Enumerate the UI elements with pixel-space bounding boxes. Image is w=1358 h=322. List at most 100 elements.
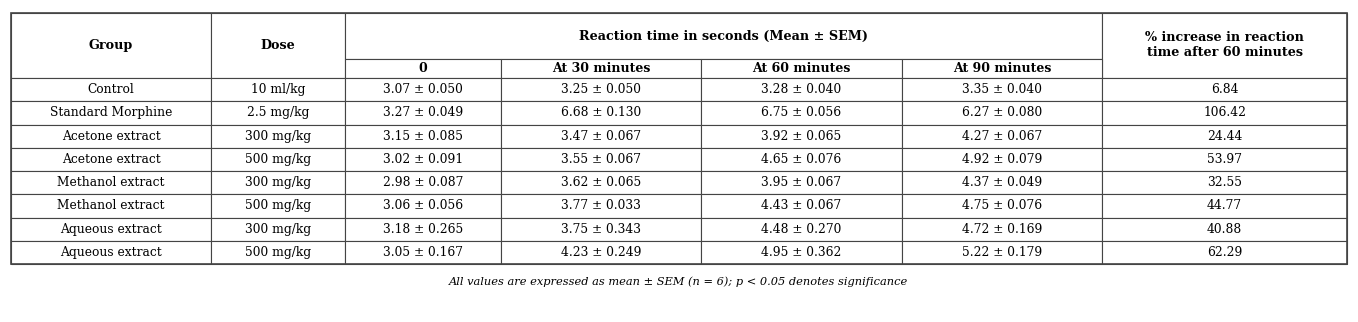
Text: 32.55: 32.55 bbox=[1207, 176, 1243, 189]
Bar bbox=[1103, 125, 1347, 148]
Bar bbox=[501, 125, 701, 148]
Text: Acetone extract: Acetone extract bbox=[61, 153, 160, 166]
Bar bbox=[345, 148, 501, 171]
Bar bbox=[345, 78, 501, 101]
Text: Methanol extract: Methanol extract bbox=[57, 199, 164, 213]
Text: 106.42: 106.42 bbox=[1203, 106, 1247, 119]
Bar bbox=[212, 101, 345, 125]
Text: 3.07 ± 0.050: 3.07 ± 0.050 bbox=[383, 83, 463, 96]
Text: 6.75 ± 0.056: 6.75 ± 0.056 bbox=[762, 106, 842, 119]
Bar bbox=[212, 148, 345, 171]
Text: 300 mg/kg: 300 mg/kg bbox=[244, 176, 311, 189]
Bar bbox=[902, 125, 1103, 148]
Text: 4.27 ± 0.067: 4.27 ± 0.067 bbox=[961, 130, 1042, 143]
Bar bbox=[212, 125, 345, 148]
Text: 3.77 ± 0.033: 3.77 ± 0.033 bbox=[561, 199, 641, 213]
Bar bbox=[11, 241, 212, 264]
Bar bbox=[11, 101, 212, 125]
Text: 44.77: 44.77 bbox=[1207, 199, 1243, 213]
Text: Standard Morphine: Standard Morphine bbox=[50, 106, 172, 119]
Bar bbox=[902, 218, 1103, 241]
Bar bbox=[11, 194, 212, 218]
Bar bbox=[345, 101, 501, 125]
Bar bbox=[902, 241, 1103, 264]
Bar bbox=[902, 78, 1103, 101]
Bar bbox=[501, 148, 701, 171]
Text: 2.98 ± 0.087: 2.98 ± 0.087 bbox=[383, 176, 463, 189]
Text: Group: Group bbox=[90, 39, 133, 52]
Text: 62.29: 62.29 bbox=[1207, 246, 1243, 259]
Bar bbox=[212, 194, 345, 218]
Text: 3.25 ± 0.050: 3.25 ± 0.050 bbox=[561, 83, 641, 96]
Text: 3.05 ± 0.167: 3.05 ± 0.167 bbox=[383, 246, 463, 259]
Text: 4.92 ± 0.079: 4.92 ± 0.079 bbox=[961, 153, 1042, 166]
Bar bbox=[212, 13, 345, 78]
Bar bbox=[701, 125, 902, 148]
Bar bbox=[501, 59, 701, 78]
Bar bbox=[701, 101, 902, 125]
Text: Methanol extract: Methanol extract bbox=[57, 176, 164, 189]
Bar bbox=[902, 171, 1103, 194]
Text: 3.15 ± 0.085: 3.15 ± 0.085 bbox=[383, 130, 463, 143]
Text: 24.44: 24.44 bbox=[1207, 130, 1243, 143]
Text: 4.75 ± 0.076: 4.75 ± 0.076 bbox=[961, 199, 1042, 213]
Text: Aqueous extract: Aqueous extract bbox=[60, 223, 162, 236]
Bar bbox=[902, 101, 1103, 125]
Bar bbox=[11, 171, 212, 194]
Bar bbox=[1103, 171, 1347, 194]
Text: 6.68 ± 0.130: 6.68 ± 0.130 bbox=[561, 106, 641, 119]
Bar bbox=[1103, 194, 1347, 218]
Text: 6.84: 6.84 bbox=[1211, 83, 1238, 96]
Text: 0: 0 bbox=[418, 62, 428, 75]
Bar bbox=[501, 241, 701, 264]
Text: 300 mg/kg: 300 mg/kg bbox=[244, 223, 311, 236]
Bar bbox=[11, 13, 1347, 264]
Text: 3.95 ± 0.067: 3.95 ± 0.067 bbox=[762, 176, 842, 189]
Text: 6.27 ± 0.080: 6.27 ± 0.080 bbox=[961, 106, 1042, 119]
Text: Dose: Dose bbox=[261, 39, 296, 52]
Bar bbox=[11, 148, 212, 171]
Bar bbox=[501, 218, 701, 241]
Bar bbox=[1103, 101, 1347, 125]
Bar bbox=[701, 241, 902, 264]
Text: 40.88: 40.88 bbox=[1207, 223, 1243, 236]
Bar bbox=[345, 13, 1103, 59]
Text: All values are expressed as mean ± SEM (n = 6); p < 0.05 denotes significance: All values are expressed as mean ± SEM (… bbox=[449, 277, 909, 288]
Text: 10 ml/kg: 10 ml/kg bbox=[251, 83, 306, 96]
Text: 3.55 ± 0.067: 3.55 ± 0.067 bbox=[561, 153, 641, 166]
Bar bbox=[501, 171, 701, 194]
Bar bbox=[701, 78, 902, 101]
Text: 4.43 ± 0.067: 4.43 ± 0.067 bbox=[762, 199, 842, 213]
Text: 53.97: 53.97 bbox=[1207, 153, 1243, 166]
Text: At 30 minutes: At 30 minutes bbox=[551, 62, 650, 75]
Text: 5.22 ± 0.179: 5.22 ± 0.179 bbox=[961, 246, 1042, 259]
Bar bbox=[701, 194, 902, 218]
Bar bbox=[1103, 148, 1347, 171]
Bar bbox=[701, 59, 902, 78]
Text: 4.65 ± 0.076: 4.65 ± 0.076 bbox=[762, 153, 842, 166]
Text: 2.5 mg/kg: 2.5 mg/kg bbox=[247, 106, 310, 119]
Bar bbox=[345, 171, 501, 194]
Text: 500 mg/kg: 500 mg/kg bbox=[244, 199, 311, 213]
Bar bbox=[1103, 241, 1347, 264]
Bar bbox=[212, 78, 345, 101]
Bar bbox=[345, 194, 501, 218]
Text: At 60 minutes: At 60 minutes bbox=[752, 62, 850, 75]
Bar bbox=[345, 125, 501, 148]
Text: 3.27 ± 0.049: 3.27 ± 0.049 bbox=[383, 106, 463, 119]
Text: 3.92 ± 0.065: 3.92 ± 0.065 bbox=[762, 130, 842, 143]
Text: 4.95 ± 0.362: 4.95 ± 0.362 bbox=[762, 246, 842, 259]
Bar bbox=[212, 241, 345, 264]
Bar bbox=[1103, 78, 1347, 101]
Text: At 90 minutes: At 90 minutes bbox=[953, 62, 1051, 75]
Bar bbox=[501, 101, 701, 125]
Text: 3.28 ± 0.040: 3.28 ± 0.040 bbox=[762, 83, 842, 96]
Text: Aqueous extract: Aqueous extract bbox=[60, 246, 162, 259]
Bar bbox=[1103, 218, 1347, 241]
Text: 3.02 ± 0.091: 3.02 ± 0.091 bbox=[383, 153, 463, 166]
Text: 4.48 ± 0.270: 4.48 ± 0.270 bbox=[762, 223, 842, 236]
Text: 300 mg/kg: 300 mg/kg bbox=[244, 130, 311, 143]
Text: Reaction time in seconds (Mean ± SEM): Reaction time in seconds (Mean ± SEM) bbox=[579, 30, 868, 43]
Bar bbox=[701, 148, 902, 171]
Text: Control: Control bbox=[88, 83, 134, 96]
